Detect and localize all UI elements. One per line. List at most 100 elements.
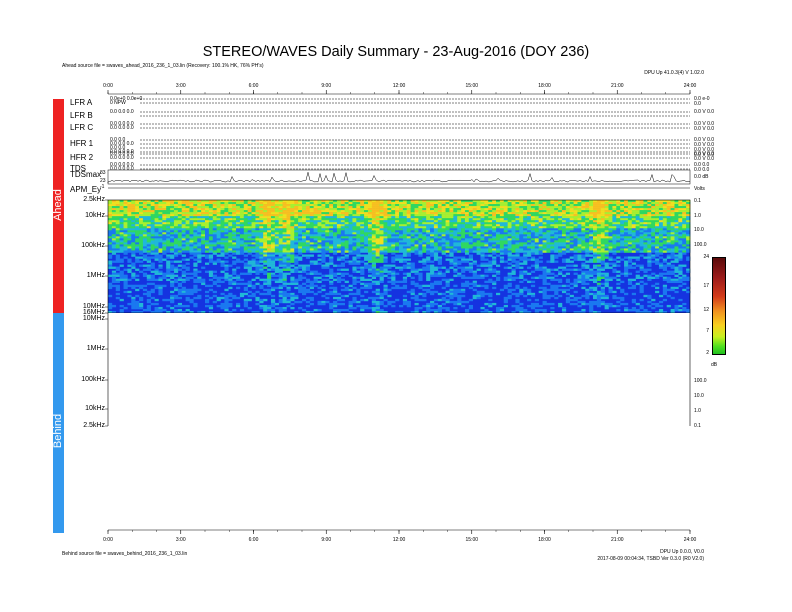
spectrogram-cell xyxy=(457,202,462,205)
spectrogram-cell xyxy=(558,202,563,205)
spectrogram-cell xyxy=(558,236,563,239)
spectrogram-cell xyxy=(317,220,322,223)
spectrogram-cell xyxy=(414,206,419,209)
spectrogram-cell xyxy=(391,244,396,247)
spectrogram-cell xyxy=(492,228,497,231)
spectrogram-cell xyxy=(247,212,252,215)
spectrogram-cell xyxy=(220,248,225,251)
spectrogram-cell xyxy=(263,304,268,308)
instrument-row-note: 0.0 0.0 0.0 xyxy=(110,151,134,157)
spectrogram-cell xyxy=(173,244,179,247)
spectrogram-cell xyxy=(538,224,543,227)
spectrogram-cell xyxy=(162,238,167,241)
spectrogram-cell xyxy=(530,302,536,306)
spectrogram-cell xyxy=(325,202,330,205)
spectrogram-cell xyxy=(177,282,183,286)
spectrogram-cell xyxy=(166,240,171,243)
spectrogram-cell xyxy=(142,212,148,215)
spectrogram-cell xyxy=(197,276,202,279)
spectrogram-cell xyxy=(426,220,431,223)
spectrogram-cell xyxy=(503,296,508,300)
spectrogram-cell xyxy=(468,254,474,257)
spectrogram-cell xyxy=(430,248,435,251)
spectrogram-cell xyxy=(158,224,163,227)
spectrogram-cell xyxy=(294,212,299,215)
spectrogram-cell xyxy=(402,286,408,290)
spectrogram-cell xyxy=(119,308,124,312)
spectrogram-cell xyxy=(166,220,171,223)
spectrogram-cell xyxy=(263,212,268,215)
spectrogram-cell xyxy=(352,216,357,219)
spectrogram-cell xyxy=(402,232,408,235)
spectrogram-cell xyxy=(263,214,268,217)
spectrogram-cell xyxy=(336,214,342,217)
spectrogram-cell xyxy=(139,304,144,308)
spectrogram-cell xyxy=(251,214,256,217)
spectrogram-cell xyxy=(542,238,547,241)
spectrogram-cell xyxy=(375,304,380,308)
spectrogram-cell xyxy=(259,250,264,253)
spectrogram-cell xyxy=(228,276,233,279)
spectrogram-cell xyxy=(399,222,404,225)
spectrogram-cell xyxy=(173,274,179,277)
spectrogram-cell xyxy=(449,260,454,263)
spectrogram-cell xyxy=(519,280,524,284)
spectrogram-cell xyxy=(185,230,190,233)
behind-right-label: 0.1 xyxy=(694,423,701,429)
spectrogram-cell xyxy=(232,260,237,263)
spectrogram-cell xyxy=(309,208,314,211)
spectrogram-cell xyxy=(298,276,303,279)
spectrogram-cell xyxy=(108,218,113,221)
spectrogram-cell xyxy=(538,216,543,219)
spectrogram-cell xyxy=(364,254,369,257)
spectrogram-cell xyxy=(329,286,334,290)
spectrogram-cell xyxy=(193,258,198,261)
spectrogram-cell xyxy=(344,308,349,312)
spectrogram-cell xyxy=(418,202,423,205)
spectrogram-cell xyxy=(146,246,151,249)
spectrogram-cell xyxy=(558,278,563,282)
spectrogram-cell xyxy=(216,232,221,235)
spectrogram-cell xyxy=(189,202,194,205)
spectrogram-cell xyxy=(348,248,353,251)
spectrogram-cell xyxy=(511,276,516,279)
colorbar-tick-label: 7 xyxy=(706,328,709,334)
spectrogram-cell xyxy=(298,250,303,253)
spectrogram-cell xyxy=(542,266,547,269)
spectrogram-cell xyxy=(538,248,543,251)
spectrogram-cell xyxy=(150,206,155,209)
spectrogram-cell xyxy=(139,250,144,253)
spectrogram-cell xyxy=(286,266,291,269)
spectrogram-cell xyxy=(375,282,380,286)
spectrogram-cell xyxy=(449,216,454,219)
spectrogram-cell xyxy=(251,254,256,257)
spectrogram-cell xyxy=(294,234,299,237)
spectrogram-cell xyxy=(255,232,260,235)
spectrogram-cell xyxy=(336,310,342,314)
spectrogram-cell xyxy=(534,240,539,243)
spectrogram-cell xyxy=(352,234,357,237)
spectrogram-cell xyxy=(302,222,307,225)
spectrogram-cell xyxy=(131,220,136,223)
spectrogram-cell xyxy=(406,266,411,269)
spectrogram-cell xyxy=(476,210,481,213)
spectrogram-cell xyxy=(108,250,113,253)
spectrogram-cell xyxy=(430,264,435,267)
spectrogram-cell xyxy=(336,268,342,271)
spectrogram-cell xyxy=(340,238,345,241)
spectrogram-cell xyxy=(375,296,380,300)
spectrogram-cell xyxy=(437,250,442,253)
spectrogram-cell xyxy=(445,270,450,273)
spectrogram-cell xyxy=(336,280,342,284)
spectrogram-cell xyxy=(201,266,206,269)
spectrogram-cell xyxy=(371,200,377,203)
spectrogram-cell xyxy=(146,282,151,286)
spectrogram-cell xyxy=(395,266,400,269)
spectrogram-cell xyxy=(565,210,571,213)
spectrogram-cell xyxy=(309,270,314,273)
spectrogram-cell xyxy=(173,238,179,241)
spectrogram-cell xyxy=(170,300,175,304)
spectrogram-cell xyxy=(259,218,264,221)
spectrogram-cell xyxy=(313,272,318,275)
spectrogram-cell xyxy=(158,242,163,245)
